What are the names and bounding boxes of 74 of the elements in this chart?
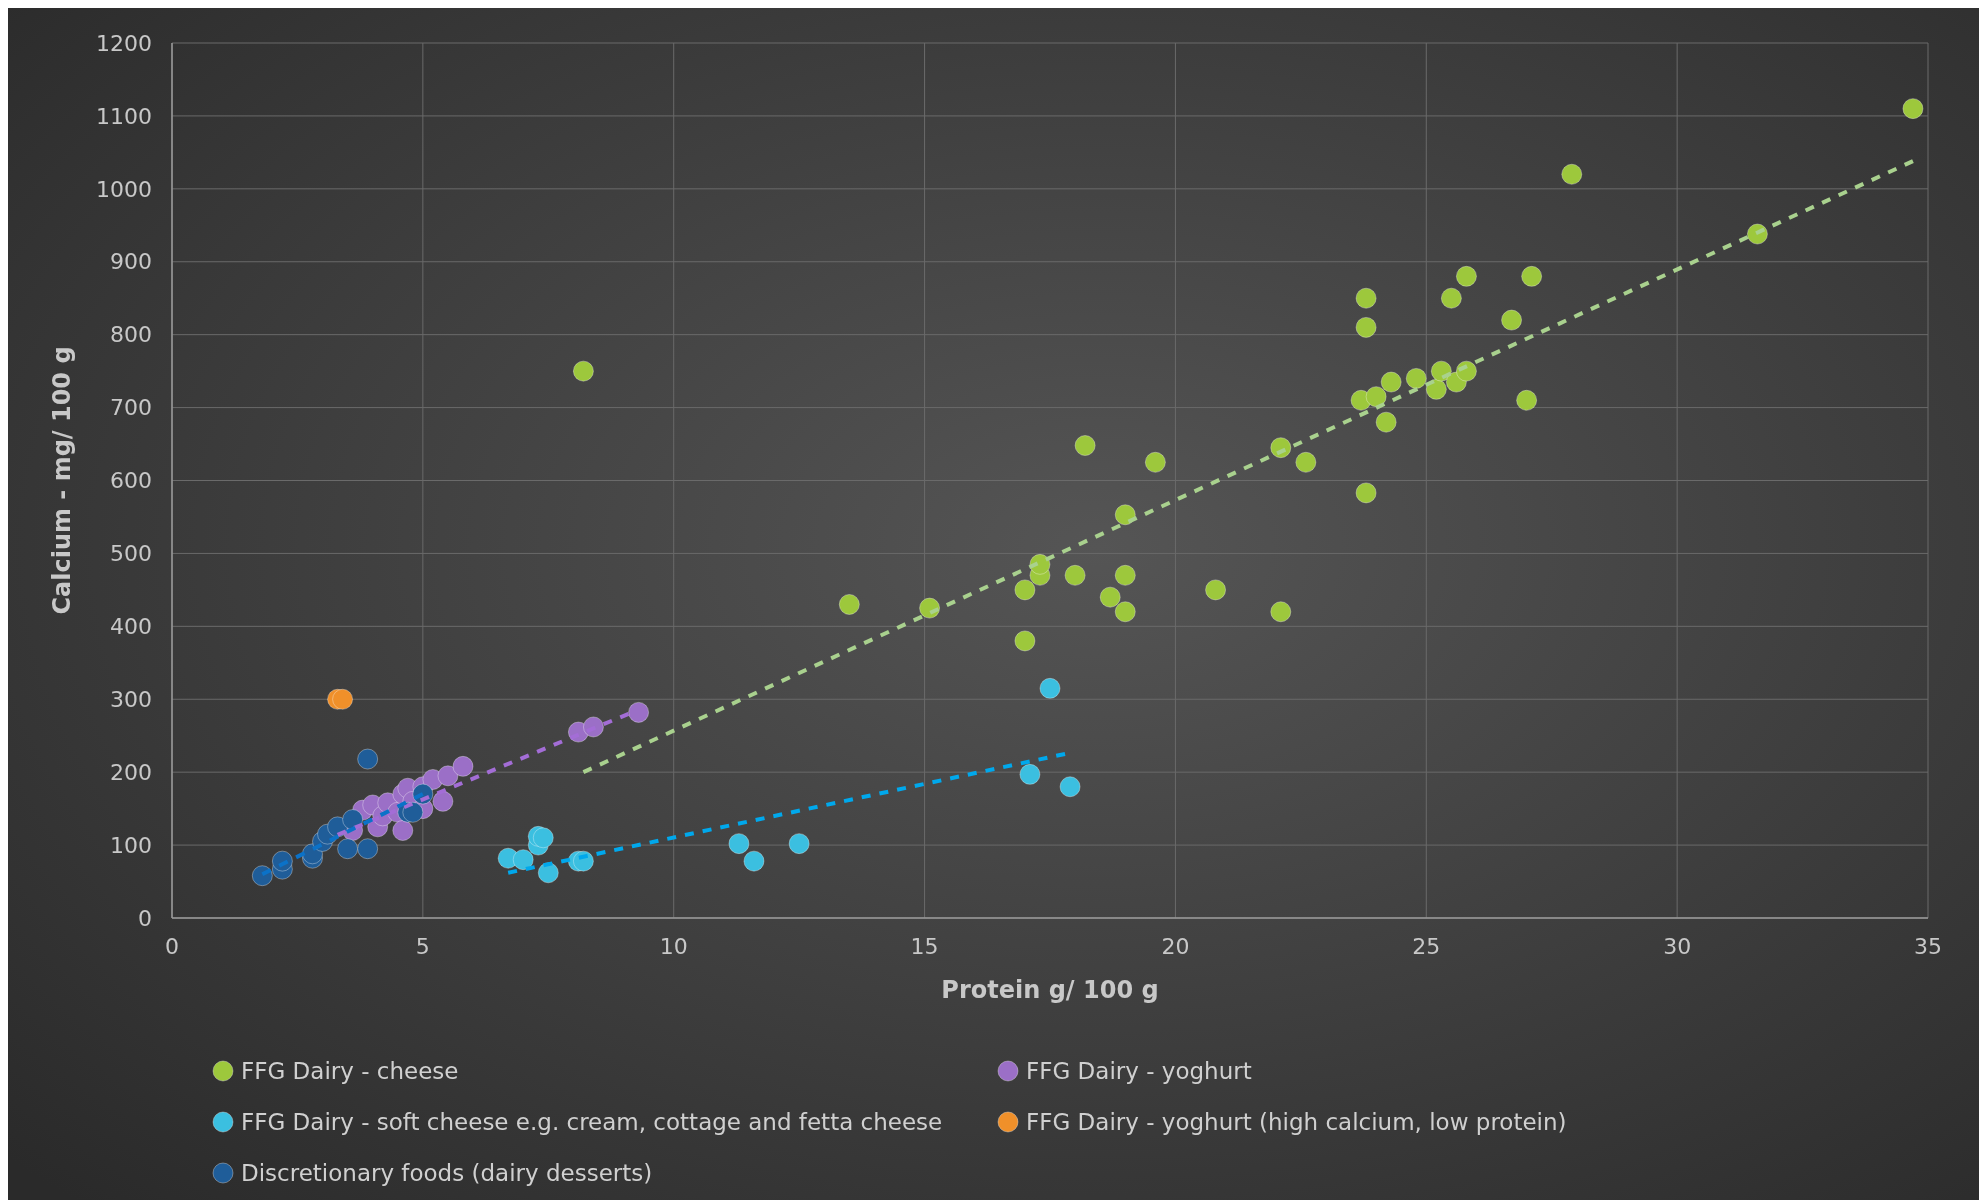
point [1355,316,1377,338]
x-tick-label: 35 [1914,934,1942,959]
point [532,827,554,849]
y-tick-label: 500 [110,541,152,567]
legend-label: Discretionary foods (dairy desserts) [241,1160,653,1187]
point [537,862,559,884]
point [437,765,459,787]
y-tick-label: 200 [110,759,152,785]
point [357,838,379,860]
point [1059,776,1081,798]
point [1099,586,1121,608]
point [1295,451,1317,473]
point [572,360,594,382]
x-tick-label: 20 [1161,934,1190,959]
point [1516,389,1538,411]
point [1014,630,1036,652]
point [728,833,750,855]
point [1074,435,1096,456]
point [743,850,765,872]
point [1014,579,1036,601]
point [1902,98,1924,120]
point [1144,451,1166,473]
y-tick-label: 300 [110,686,152,712]
point [1355,287,1377,309]
point [1114,564,1136,586]
point [1114,504,1136,526]
point [357,748,379,770]
point [838,593,860,615]
legend-label: FFG Dairy - yoghurt (high calcium, low protein) [1026,1109,1567,1136]
x-tick-label: 5 [415,934,430,959]
x-tick-label: 0 [165,934,179,959]
point [1375,411,1397,433]
y-tick-label: 800 [110,322,152,348]
x-tick-label: 10 [659,934,688,959]
point [1270,601,1292,623]
x-tick-label: 30 [1663,934,1692,959]
point [788,833,810,855]
point [1455,265,1477,287]
legend-label: FFG Dairy - yoghurt [1026,1058,1252,1085]
point [1205,579,1227,601]
point [1440,287,1462,309]
x-tick-label: 25 [1412,934,1441,959]
y-tick-label: 1000 [96,176,152,202]
point [1561,163,1583,185]
point [337,838,359,860]
point [432,790,454,812]
y-tick-label: 600 [110,468,152,494]
point [1019,763,1041,785]
x-tick-label: 15 [910,934,939,959]
y-tick-label: 900 [110,249,152,275]
point [1355,482,1377,504]
point [1405,367,1427,389]
y-tick-label: 1100 [96,103,152,129]
point [1064,564,1086,586]
y-tick-label: 0 [138,905,152,931]
point [332,688,354,710]
point [1380,371,1402,393]
x-axis-title: Protein g/ 100 g [941,976,1159,1004]
y-axis-title: Calcium - mg/ 100 g [48,346,76,615]
point [1501,309,1523,331]
point [1521,265,1543,287]
y-tick-label: 100 [110,832,152,858]
legend-label: FFG Dairy - soft cheese e.g. cream, cottage and fetta cheese [241,1109,943,1136]
point [1114,601,1136,623]
y-tick-label: 400 [110,614,152,640]
point [452,755,474,777]
legend-label: FFG Dairy - cheese [241,1058,459,1085]
y-tick-label: 1200 [96,30,152,56]
point [512,849,534,871]
point [628,701,650,723]
point [392,820,414,841]
point [1039,677,1061,699]
point [1365,386,1387,408]
y-tick-label: 700 [110,395,152,421]
